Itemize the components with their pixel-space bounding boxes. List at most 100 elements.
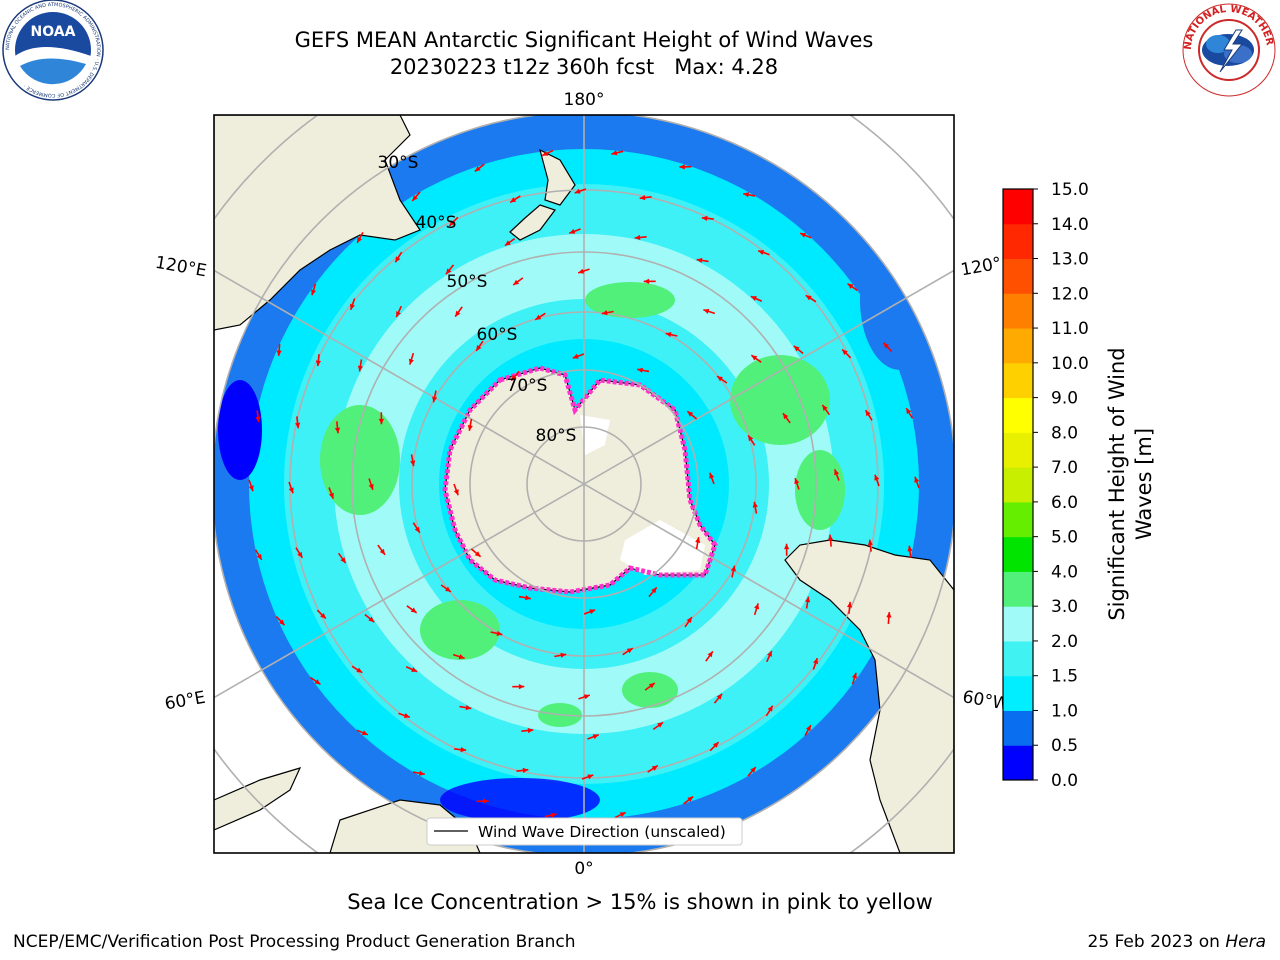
wave-direction-arrowhead	[410, 460, 416, 467]
wave-direction-arrowhead	[511, 374, 517, 381]
wave-direction-arrowhead	[522, 767, 529, 773]
lon-label-60e: 60°E	[163, 688, 207, 715]
map-frame	[213, 114, 955, 854]
wave-direction-arrowhead	[396, 311, 401, 318]
wave-direction-arrowhead	[574, 188, 581, 194]
map-subtitle: 20230223 t12z 360h fcst Max: 4.28	[389, 55, 779, 79]
wave-direction-arrowhead	[687, 796, 694, 802]
map-title: GEFS MEAN Antarctic Significant Height o…	[294, 28, 874, 52]
wave-direction-arrowhead	[865, 410, 871, 417]
colorbar-tick-label: 1.0	[1051, 701, 1078, 721]
wave-direction-arrowhead	[256, 553, 262, 560]
colorbar-tick-label: 9.0	[1051, 389, 1078, 409]
colorbar-tick-label: 1.5	[1051, 667, 1078, 687]
wave-direction-arrowhead	[748, 435, 754, 442]
wave-direction-arrowhead	[805, 725, 811, 732]
lat-label-60s: 60°S	[477, 325, 518, 345]
wave-direction-arrowhead	[874, 474, 880, 481]
lat-label-70s: 70°S	[507, 376, 548, 396]
wave-direction-arrowhead	[467, 425, 473, 431]
wave-direction-arrowhead	[847, 283, 854, 289]
colorbar-segment	[1003, 397, 1033, 433]
wave-direction-arrowhead	[513, 279, 520, 286]
wave-direction-arrowhead	[800, 232, 807, 238]
wave-direction-arrowhead	[449, 220, 456, 226]
colorbar-tick-label: 4.0	[1051, 562, 1078, 582]
colorbar-segment	[1003, 362, 1033, 399]
wave-direction-arrowhead	[295, 422, 301, 429]
wind-wave-arrows	[248, 149, 920, 819]
wave-direction-arrowhead	[589, 609, 596, 615]
wave-direction-arrowhead	[587, 774, 594, 780]
wave-direction-arrowhead	[248, 485, 254, 492]
colorbar-segment	[1003, 710, 1033, 746]
colorbar-segment	[1003, 328, 1033, 364]
wave-direction-arrowhead	[368, 483, 374, 490]
wave-direction-arrowhead	[458, 654, 465, 660]
wave-direction-arrowhead	[535, 314, 542, 320]
colorbar-tick-label: 2.0	[1051, 632, 1078, 652]
lat-label-50s: 50°S	[447, 272, 488, 292]
wave-direction-arrowhead	[445, 268, 452, 275]
wave-direction-arrowhead	[822, 404, 828, 411]
wave-direction-arrowhead	[750, 296, 757, 301]
wave-direction-arrowhead	[601, 310, 608, 316]
wave-direction-arrowhead	[813, 658, 818, 665]
latitude-labels: 30°S 40°S 50°S 60°S 70°S 80°S	[378, 153, 577, 446]
wave-direction-arrowhead	[356, 667, 363, 673]
wave-direction-arrowhead	[842, 349, 848, 356]
colorbar-tick-label: 0.0	[1051, 771, 1078, 791]
wave-direction-arrowhead	[743, 192, 750, 198]
wave-direction-arrowhead	[707, 651, 713, 658]
wave-direction-arrowhead	[883, 342, 890, 349]
colorbar-label-line2: Waves [m]	[1132, 428, 1156, 540]
colorbar-segment	[1003, 501, 1033, 538]
wave-direction-arrowhead	[793, 345, 800, 352]
sea-ice-note: Sea Ice Concentration > 15% is shown in …	[347, 890, 933, 914]
wave-direction-arrowhead	[518, 684, 525, 690]
wave-direction-arrowhead	[432, 396, 438, 403]
colorbar-segment	[1003, 432, 1033, 468]
lon-label-120e: 120°E	[154, 253, 208, 282]
colorbar-tick-label: 8.0	[1051, 423, 1078, 443]
wave-direction-arrowhead	[542, 150, 549, 156]
wave-direction-arrowhead	[460, 747, 467, 753]
lat-label-40s: 40°S	[416, 213, 457, 233]
colorbar-tick-label: 14.0	[1051, 215, 1089, 235]
lat-label-30s: 30°S	[378, 153, 419, 173]
wave-direction-arrowhead	[626, 648, 633, 654]
wave-direction-arrowhead	[758, 250, 765, 255]
wave-direction-arrowhead	[483, 798, 489, 804]
legend-label: Wind Wave Direction (unscaled)	[478, 823, 726, 841]
wave-direction-arrowhead	[411, 667, 418, 672]
wave-direction-arrowhead	[914, 476, 920, 483]
colorbar-segment	[1003, 606, 1033, 642]
wave-direction-arrowhead	[403, 713, 410, 718]
wave-direction-arrowhead	[320, 612, 326, 619]
lat-label-80s: 80°S	[536, 426, 577, 446]
lon-label-0: 0°	[574, 859, 593, 879]
wave-direction-arrowhead	[357, 365, 363, 372]
wave-direction-arrowhead	[637, 367, 643, 373]
sea-ice-edge	[442, 365, 718, 595]
new-zealand-south-land	[509, 204, 556, 241]
australia-land	[214, 115, 421, 331]
wave-direction-arrowhead	[455, 310, 461, 317]
colorbar-segment	[1003, 223, 1033, 260]
colorbar-tick-label: 13.0	[1051, 250, 1089, 270]
wave-direction-arrowhead	[907, 545, 913, 552]
colorbar-segment	[1003, 675, 1033, 711]
wave-direction-arrowhead	[278, 619, 285, 626]
colorbar-tick-label: 10.0	[1051, 354, 1089, 374]
wave-direction-arrowhead	[657, 722, 664, 728]
colorbar: 0.0 0.5 1.0 1.5 2.0 3.0 4.0 5.0 6.0 7.0 8.0 9.0 10.0…	[1002, 180, 1089, 791]
noaa-logo-text: NOAA	[31, 24, 76, 40]
colorbar-segment	[1003, 640, 1033, 677]
wave-direction-arrowhead	[701, 215, 708, 221]
wave-direction-arrowhead	[328, 492, 334, 499]
colorbar-tick-label: 3.0	[1051, 597, 1078, 617]
wave-direction-arrowhead	[648, 682, 655, 689]
wave-direction-arrowhead	[712, 742, 719, 748]
wave-direction-arrowhead	[665, 332, 672, 338]
wave-direction-arrowhead	[651, 587, 657, 594]
